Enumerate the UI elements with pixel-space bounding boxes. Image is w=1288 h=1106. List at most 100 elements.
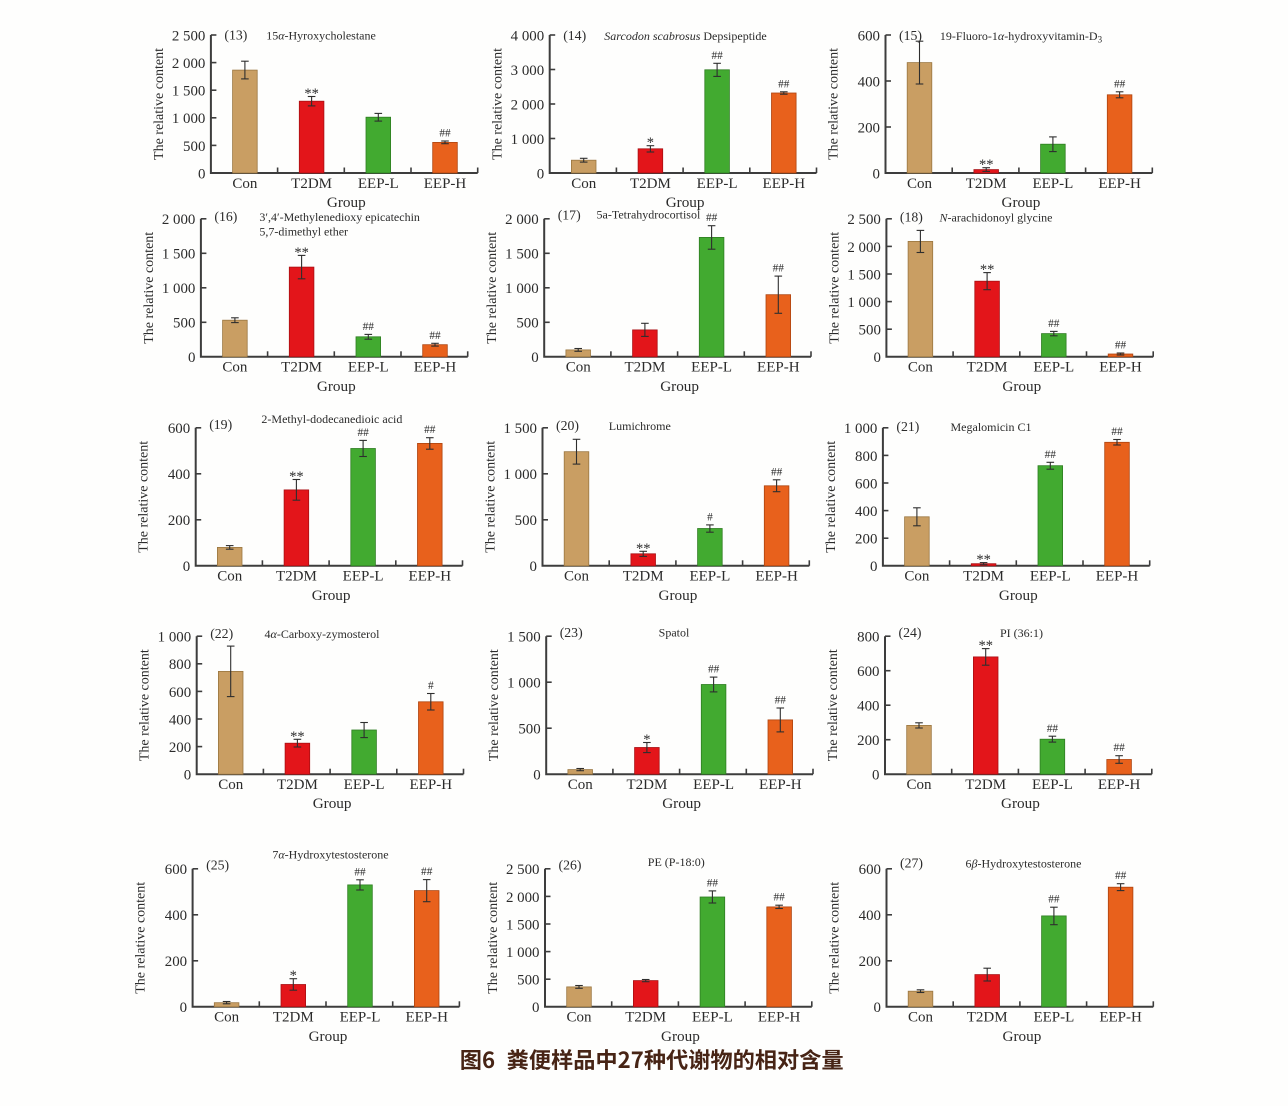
svg-text:(14): (14) (563, 28, 586, 44)
svg-text:Lumichrome: Lumichrome (609, 419, 671, 433)
svg-text:1 000: 1 000 (162, 281, 196, 297)
svg-text:4 000: 4 000 (511, 28, 545, 44)
svg-text:1 500: 1 500 (506, 917, 540, 933)
svg-text:(13): (13) (224, 27, 247, 43)
svg-text:##: ## (363, 321, 375, 333)
svg-text:500: 500 (183, 139, 205, 155)
svg-text:600: 600 (169, 685, 191, 701)
svg-text:1 000: 1 000 (506, 945, 540, 961)
svg-text:##: ## (1113, 742, 1125, 754)
svg-text:7α-Hydroxytestosterone: 7α-Hydroxytestosterone (272, 848, 388, 862)
svg-text:0: 0 (537, 166, 544, 182)
svg-text:400: 400 (169, 712, 191, 728)
svg-text:T2DM: T2DM (276, 569, 317, 585)
svg-text:1 000: 1 000 (511, 132, 545, 148)
svg-text:The relative content: The relative content (826, 649, 841, 761)
svg-text:Con: Con (906, 777, 932, 793)
svg-text:(21): (21) (896, 419, 919, 435)
svg-text:2-Methyl-dodecanedioic acid: 2-Methyl-dodecanedioic acid (261, 412, 402, 426)
svg-text:1 500: 1 500 (505, 247, 539, 263)
svg-text:EEP-H: EEP-H (1098, 176, 1141, 192)
svg-text:600: 600 (165, 862, 187, 878)
svg-text:800: 800 (855, 449, 877, 465)
svg-text:The relative content: The relative content (137, 441, 152, 553)
svg-text:PI (36:1): PI (36:1) (1000, 626, 1043, 640)
svg-text:Group: Group (999, 587, 1038, 604)
svg-text:The relative content: The relative content (485, 232, 500, 344)
svg-text:The relative content: The relative content (824, 441, 839, 553)
svg-text:Sarcodon scabrosus Depsipeptid: Sarcodon scabrosus Depsipeptide (604, 29, 766, 43)
svg-text:1 000: 1 000 (847, 295, 881, 311)
svg-text:2 500: 2 500 (847, 212, 881, 228)
svg-text:The relative content: The relative content (484, 441, 499, 553)
svg-text:T2DM: T2DM (967, 360, 1008, 376)
svg-text:800: 800 (169, 657, 191, 673)
svg-text:400: 400 (859, 908, 881, 924)
svg-text:(18): (18) (900, 210, 923, 226)
svg-text:0: 0 (872, 768, 879, 784)
svg-text:The relative content: The relative content (827, 232, 842, 344)
svg-text:1 000: 1 000 (172, 111, 206, 127)
svg-text:EEP-L: EEP-L (691, 360, 732, 376)
svg-text:0: 0 (870, 559, 877, 575)
svg-text:0: 0 (874, 1000, 881, 1016)
svg-text:Group: Group (317, 378, 356, 395)
svg-text:##: ## (1047, 723, 1059, 735)
svg-text:EEP-L: EEP-L (1032, 777, 1073, 793)
svg-text:T2DM: T2DM (277, 777, 318, 793)
svg-text:6β-Hydroxytestosterone: 6β-Hydroxytestosterone (966, 857, 1082, 871)
svg-text:T2DM: T2DM (967, 1010, 1008, 1026)
svg-text:0: 0 (198, 166, 205, 182)
svg-text:200: 200 (169, 740, 191, 756)
svg-text:EEP-L: EEP-L (693, 777, 734, 793)
svg-text:2 000: 2 000 (506, 890, 540, 906)
svg-text:1 000: 1 000 (505, 281, 539, 297)
svg-text:2 000: 2 000 (511, 97, 545, 113)
svg-text:500: 500 (515, 513, 537, 529)
svg-text:500: 500 (516, 316, 538, 332)
svg-text:##: ## (421, 866, 433, 878)
svg-text:Con: Con (232, 176, 258, 192)
svg-text:Con: Con (222, 360, 248, 376)
svg-text:400: 400 (855, 504, 877, 520)
svg-text:The relative content: The relative content (486, 882, 501, 994)
svg-text:T2DM: T2DM (626, 777, 667, 793)
svg-text:500: 500 (173, 316, 195, 332)
svg-text:##: ## (1114, 78, 1126, 90)
svg-text:**: ** (290, 729, 305, 745)
svg-text:T2DM: T2DM (273, 1010, 314, 1026)
svg-text:0: 0 (530, 559, 537, 575)
svg-text:1 500: 1 500 (507, 630, 541, 646)
svg-text:N-arachidonoyl glycine: N-arachidonoyl glycine (939, 211, 1053, 225)
svg-text:1 500: 1 500 (503, 421, 537, 437)
svg-text:EEP-L: EEP-L (697, 176, 738, 192)
svg-text:EEP-H: EEP-H (1096, 569, 1139, 585)
svg-text:1 000: 1 000 (507, 676, 541, 692)
svg-text:19-Fluoro-1α-hydroxyvitamin-D3: 19-Fluoro-1α-hydroxyvitamin-D3 (940, 29, 1103, 45)
svg-text:PE (P-18:0): PE (P-18:0) (648, 855, 705, 869)
svg-text:T2DM: T2DM (630, 176, 671, 192)
svg-text:The relative content: The relative content (827, 48, 842, 160)
svg-text:1 500: 1 500 (172, 84, 206, 100)
svg-text:0: 0 (188, 350, 195, 366)
svg-text:EEP-L: EEP-L (1033, 1010, 1074, 1026)
svg-text:##: ## (1048, 318, 1060, 330)
svg-text:The relative content: The relative content (487, 649, 502, 761)
svg-text:Con: Con (566, 360, 592, 376)
svg-text:2 000: 2 000 (172, 56, 206, 72)
svg-text:1 000: 1 000 (158, 630, 192, 646)
svg-text:EEP-H: EEP-H (763, 176, 806, 192)
svg-text:#: # (428, 680, 434, 692)
svg-text:The relative content: The relative content (138, 649, 153, 761)
svg-text:0: 0 (533, 768, 540, 784)
svg-text:EEP-L: EEP-L (343, 569, 384, 585)
svg-text:##: ## (429, 330, 441, 342)
svg-text:##: ## (357, 427, 369, 439)
svg-text:4α-Carboxy-zymosterol: 4α-Carboxy-zymosterol (265, 627, 381, 641)
svg-text:1 500: 1 500 (162, 247, 196, 263)
svg-text:T2DM: T2DM (966, 176, 1007, 192)
svg-text:##: ## (711, 50, 723, 62)
svg-text:##: ## (1115, 870, 1127, 882)
svg-text:400: 400 (165, 908, 187, 924)
svg-text:(24): (24) (899, 625, 922, 641)
